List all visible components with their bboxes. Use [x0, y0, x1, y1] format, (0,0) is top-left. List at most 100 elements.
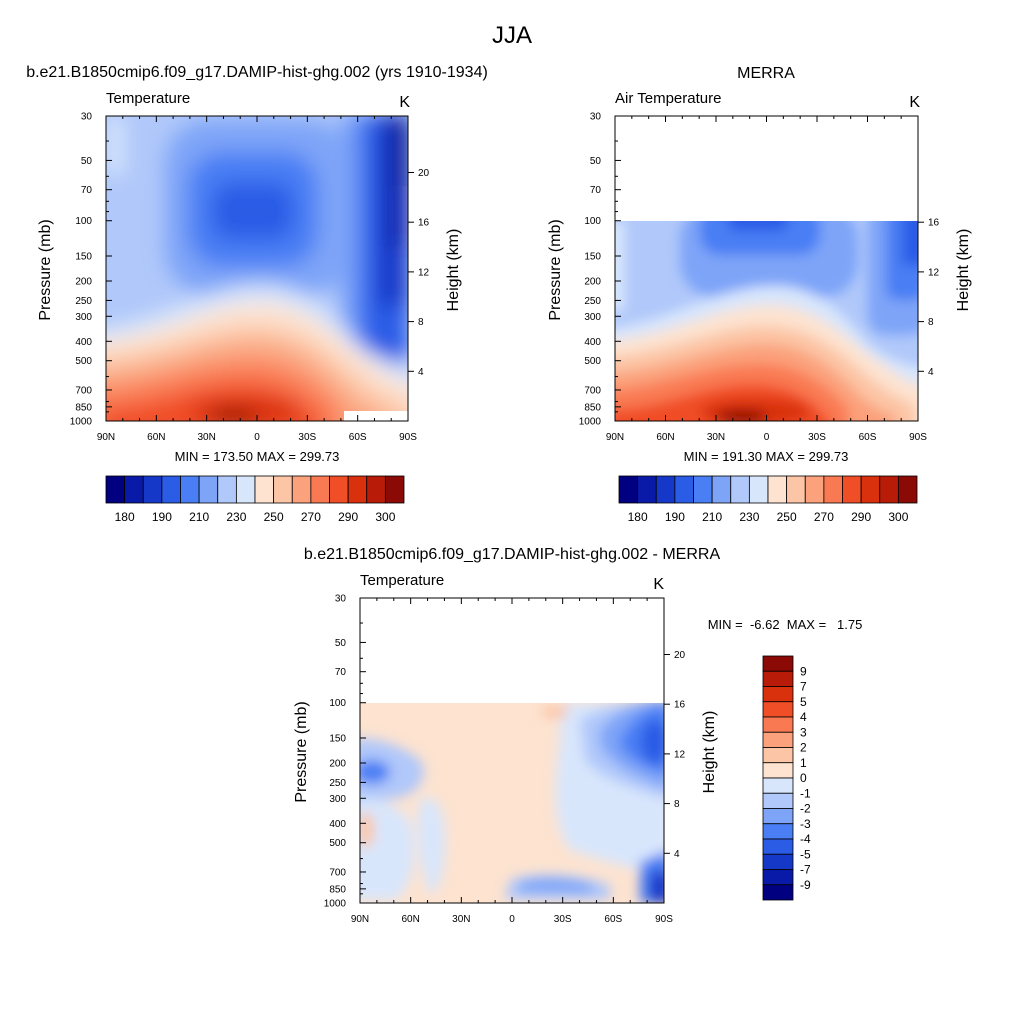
colorbar-swatch — [897, 475, 918, 504]
colorbar-label: -7 — [800, 863, 811, 877]
colorbar-swatch — [105, 475, 126, 504]
y-tick-label: 250 — [584, 296, 601, 307]
y-tick-label: 1000 — [324, 899, 347, 910]
y2-tick-label: 12 — [928, 267, 940, 278]
colorbar-swatch — [804, 475, 825, 504]
y-tick-label: 400 — [75, 337, 92, 348]
colorbar-label: 230 — [739, 510, 759, 524]
y2-tick-label: 12 — [674, 749, 686, 760]
colorbar-label: -4 — [800, 832, 811, 846]
colorbar-swatch — [786, 475, 806, 504]
y-tick-label: 200 — [329, 759, 346, 770]
y-axis-title: Pressure (mb) — [37, 219, 54, 320]
x-tick-label: 30S — [808, 432, 826, 443]
variable-label: Temperature — [360, 572, 444, 589]
colorbar-swatch — [762, 808, 794, 825]
units-label: K — [399, 94, 410, 111]
colorbar-label: 290 — [338, 510, 358, 524]
colorbar-swatch — [180, 475, 200, 504]
y-tick-label: 400 — [584, 337, 601, 348]
x-tick-label: 30S — [554, 914, 572, 925]
colorbar-label: 9 — [800, 664, 807, 678]
colorbar-label: 4 — [800, 710, 807, 724]
figure-title: JJA — [492, 22, 532, 49]
colorbar-swatch — [879, 475, 899, 504]
units-label: K — [653, 576, 664, 593]
colorbar-swatch — [762, 762, 794, 779]
x-tick-label: 90S — [399, 432, 417, 443]
y-tick-label: 850 — [584, 402, 601, 413]
colorbar-label: -5 — [800, 847, 811, 861]
y-tick-label: 200 — [584, 277, 601, 288]
y-tick-label: 70 — [81, 185, 93, 196]
colorbar-swatch — [762, 869, 794, 886]
colorbar-label: 270 — [301, 510, 321, 524]
min-max-stats: MIN = 173.50 MAX = 299.73 — [175, 449, 340, 464]
colorbar-swatch — [693, 475, 713, 504]
y2-tick-label: 20 — [418, 168, 430, 179]
y2-tick-label: 4 — [418, 367, 424, 378]
contour-field — [106, 116, 408, 421]
x-tick-label: 30N — [707, 432, 725, 443]
x-tick-label: 30S — [298, 432, 316, 443]
colorbar-label: 250 — [264, 510, 284, 524]
x-tick-label: 90N — [606, 432, 624, 443]
colorbar-swatch — [762, 701, 794, 718]
colorbar-swatch — [762, 792, 794, 809]
y-tick-label: 50 — [335, 638, 347, 649]
colorbar-swatch — [217, 475, 237, 504]
colorbar-label: 250 — [777, 510, 797, 524]
y-tick-label: 500 — [329, 838, 346, 849]
y2-tick-label: 8 — [928, 317, 934, 328]
colorbar-swatch — [762, 823, 794, 840]
y-tick-label: 250 — [75, 296, 92, 307]
colorbar-swatch — [655, 475, 676, 504]
y-tick-label: 300 — [329, 794, 346, 805]
y-tick-label: 100 — [584, 216, 601, 227]
colorbar: 180 190 210 230 250 270 290 300 — [105, 475, 405, 524]
colorbar-swatch — [347, 475, 368, 504]
panel-title: b.e21.B1850cmip6.f09_g17.DAMIP-hist-ghg.… — [304, 546, 721, 563]
x-tick-label: 30N — [452, 914, 470, 925]
y-axis-title: Pressure (mb) — [547, 219, 564, 320]
colorbar-swatch — [618, 475, 639, 504]
y-tick-label: 850 — [329, 884, 346, 895]
colorbar-swatch — [711, 475, 732, 504]
colorbar-label: -1 — [800, 786, 811, 800]
colorbar-swatch — [366, 475, 386, 504]
colorbar-swatch — [762, 670, 794, 687]
x-tick-label: 0 — [254, 432, 260, 443]
y2-tick-label: 16 — [674, 700, 686, 711]
colorbar-swatch — [161, 475, 181, 504]
colorbar-label: 0 — [800, 771, 807, 785]
variable-label: Temperature — [106, 90, 190, 107]
colorbar-label: 300 — [375, 510, 395, 524]
colorbar-swatch — [762, 731, 794, 748]
colorbar-label: 3 — [800, 725, 807, 739]
colorbar-swatch — [762, 655, 794, 672]
colorbar-label: 300 — [888, 510, 908, 524]
y-tick-label: 700 — [75, 385, 92, 396]
colorbar-label: 180 — [115, 510, 135, 524]
y2-axis-title: Height (km) — [445, 229, 462, 312]
y-tick-label: 300 — [584, 312, 601, 323]
panel-title: MERRA — [737, 65, 795, 82]
x-tick-label: 60N — [656, 432, 674, 443]
y-tick-label: 50 — [81, 156, 93, 167]
colorbar-swatch — [329, 475, 349, 504]
y-tick-label: 100 — [75, 216, 92, 227]
y-tick-label: 500 — [584, 356, 601, 367]
y-tick-label: 70 — [335, 667, 347, 678]
x-tick-label: 30N — [197, 432, 215, 443]
colorbar-label: 5 — [800, 695, 807, 709]
colorbar-swatch — [637, 475, 657, 504]
y-tick-label: 100 — [329, 698, 346, 709]
y2-axis-title: Height (km) — [701, 711, 718, 794]
colorbar-swatch — [762, 747, 794, 764]
colorbar-swatch — [767, 475, 788, 504]
y-tick-label: 70 — [590, 185, 602, 196]
colorbar-swatch — [762, 884, 794, 901]
y-tick-label: 700 — [584, 385, 601, 396]
x-tick-label: 60S — [604, 914, 622, 925]
